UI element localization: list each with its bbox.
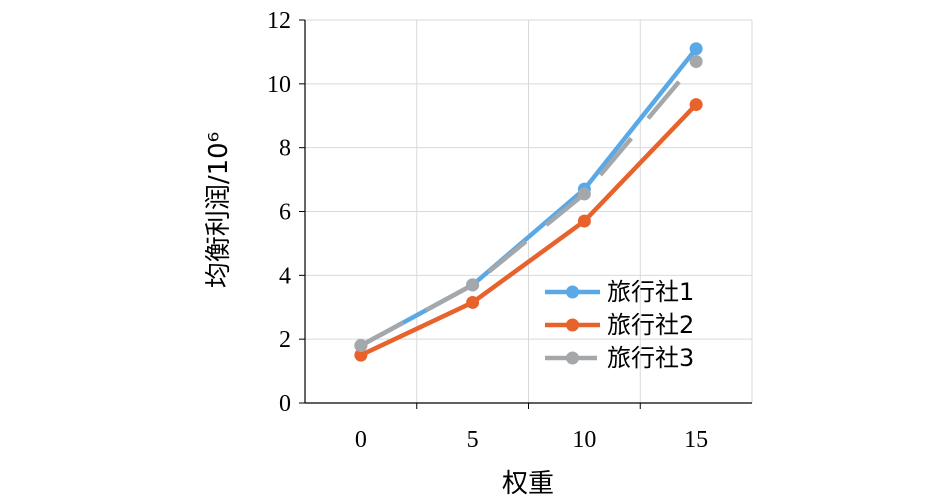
legend-swatch-marker xyxy=(566,285,579,299)
legend-item: 旅行社3 xyxy=(545,344,694,372)
data-point xyxy=(466,295,480,309)
x-tick-label: 15 xyxy=(684,427,708,453)
series-lines xyxy=(354,42,703,362)
y-tick-label: 4 xyxy=(279,263,291,289)
series-2 xyxy=(354,98,703,362)
y-tick-label: 6 xyxy=(279,200,291,226)
y-tick-label: 10 xyxy=(267,72,291,98)
y-axis-title: 均衡利润/10⁶ xyxy=(204,132,234,288)
x-axis-title: 权重 xyxy=(502,469,554,499)
data-point xyxy=(689,54,703,68)
data-point xyxy=(354,339,368,353)
data-point xyxy=(577,187,591,201)
y-tick-label: 8 xyxy=(279,136,291,162)
y-tick-label: 0 xyxy=(279,391,291,417)
axes xyxy=(299,19,752,409)
x-tick-label: 10 xyxy=(572,427,596,453)
x-tick-label: 5 xyxy=(467,427,479,453)
legend-swatch-marker xyxy=(566,351,579,365)
y-tick-label: 2 xyxy=(279,327,291,353)
legend-label: 旅行社2 xyxy=(607,311,694,339)
legend-item: 旅行社2 xyxy=(545,311,694,339)
series-3 xyxy=(354,54,703,353)
legend-label: 旅行社1 xyxy=(607,278,694,306)
data-point xyxy=(466,278,480,292)
y-axis-tick-labels: 0 2 4 6 8 10 12 xyxy=(267,8,291,417)
data-point xyxy=(577,214,591,228)
legend-label: 旅行社3 xyxy=(607,344,694,372)
grid-lines xyxy=(305,19,753,403)
legend-swatch-marker xyxy=(566,318,579,332)
x-tick-label: 0 xyxy=(355,427,367,453)
data-point xyxy=(354,348,368,362)
series-line xyxy=(359,47,698,348)
y-tick-label: 12 xyxy=(267,8,291,34)
legend: 旅行社1 旅行社2 旅行社3 xyxy=(545,278,694,372)
data-point xyxy=(689,42,703,56)
data-point xyxy=(689,98,703,112)
series-line xyxy=(359,103,698,358)
legend-item: 旅行社1 xyxy=(545,278,694,306)
x-axis-tick-labels: 0 5 10 15 xyxy=(355,427,708,453)
